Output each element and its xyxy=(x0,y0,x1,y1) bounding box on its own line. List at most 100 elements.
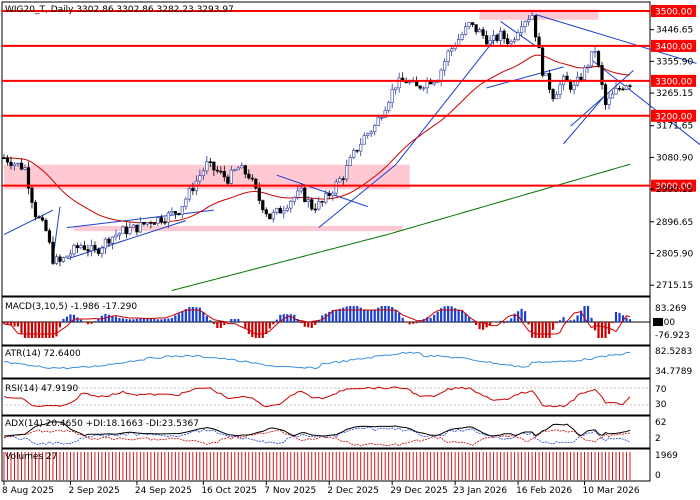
candle-body xyxy=(187,188,191,200)
candle-body xyxy=(390,89,394,103)
candle-body xyxy=(173,211,177,214)
candle-body xyxy=(201,170,205,176)
candle-body xyxy=(233,169,237,172)
candle-body xyxy=(488,40,492,45)
candle-body xyxy=(9,161,13,166)
level-label: 3300.00 xyxy=(655,77,692,87)
candle-body xyxy=(68,253,73,257)
candle-body xyxy=(100,247,104,254)
adx-axis-bottom: 2 xyxy=(655,434,661,444)
macd-bar xyxy=(496,321,499,322)
macd-bar xyxy=(579,310,583,322)
macd-bar xyxy=(342,307,345,322)
macd-bar xyxy=(237,319,240,322)
trendline xyxy=(3,209,54,236)
macd-bar xyxy=(153,318,156,322)
macd-bar xyxy=(335,310,338,322)
macd-bar xyxy=(513,313,516,322)
candle-body xyxy=(352,149,356,158)
candle-body xyxy=(512,39,517,42)
trendline xyxy=(66,220,187,260)
adx-label: ADX(14) 20.4650 +DI:18.1663 -DI:23.5367 xyxy=(5,419,199,429)
macd-bar xyxy=(338,308,341,322)
candle-body xyxy=(341,178,345,181)
macd-bar xyxy=(401,317,404,322)
macd-bar xyxy=(226,322,229,323)
date-label: 24 Sep 2025 xyxy=(135,486,192,496)
macd-axis-zero: 0.00 xyxy=(655,318,675,328)
candle-body xyxy=(432,81,436,85)
candle-body xyxy=(289,200,293,209)
macd-bar xyxy=(530,322,534,338)
candle-body xyxy=(582,66,587,80)
macd-bar xyxy=(240,322,243,323)
candle-body xyxy=(397,77,401,89)
macd-bar xyxy=(482,322,485,330)
adx-pane xyxy=(3,421,631,447)
candle-body xyxy=(373,125,377,133)
candle-body xyxy=(275,207,279,213)
candle-body xyxy=(450,48,454,52)
candle-body xyxy=(61,257,66,262)
level-tag xyxy=(651,74,696,87)
candle-body xyxy=(226,176,230,184)
level-tag xyxy=(651,109,696,122)
volume-pane-frame xyxy=(1,448,651,482)
macd-bar xyxy=(86,322,90,325)
candle-body xyxy=(509,41,513,44)
candle-body xyxy=(110,236,115,244)
trendline xyxy=(563,94,606,145)
macd-bar xyxy=(349,306,352,322)
macd-bar xyxy=(121,318,125,322)
candle-body xyxy=(264,209,268,215)
macd-bar xyxy=(16,322,20,327)
candle-body xyxy=(145,222,149,225)
macd-bar xyxy=(198,307,201,322)
macd-bar xyxy=(464,313,467,322)
candle-body xyxy=(229,169,233,184)
price-tick-label: 3355.90 xyxy=(656,57,693,67)
candle-body xyxy=(212,161,216,171)
candle-body xyxy=(617,88,622,90)
candle-body xyxy=(208,161,212,164)
candle-body xyxy=(394,87,398,90)
macd-bar xyxy=(244,322,247,328)
candle-body xyxy=(310,199,314,210)
candle-body xyxy=(607,97,611,105)
level-label: 3000.00 xyxy=(655,182,692,192)
macd-bar xyxy=(572,319,576,322)
macd-bar xyxy=(30,322,34,338)
candle-body xyxy=(222,171,226,178)
candle-body xyxy=(331,192,335,196)
candle-body xyxy=(593,51,597,53)
macd-bar xyxy=(426,317,429,322)
support-resistance-lines[interactable] xyxy=(2,9,650,187)
trendline xyxy=(486,66,564,89)
trendline xyxy=(591,59,700,146)
candle-body xyxy=(170,211,174,214)
candle-body xyxy=(460,34,464,40)
macd-bar xyxy=(97,318,100,322)
candle-body xyxy=(184,198,188,207)
macd-bar xyxy=(303,322,306,327)
macd-bar xyxy=(600,322,604,338)
level-label: 3400.00 xyxy=(655,42,692,52)
candle-body xyxy=(519,26,524,34)
chart-title: WIG20_T, Daily 3302.86 3302.86 3282.23 3… xyxy=(5,5,234,15)
macd-bar xyxy=(604,322,607,338)
macd-bar xyxy=(611,322,614,323)
macd-bar xyxy=(20,322,23,334)
macd-bar xyxy=(450,306,453,322)
candle-body xyxy=(443,61,447,71)
candle-body xyxy=(152,223,156,225)
candle-body xyxy=(271,211,275,220)
macd-bar xyxy=(555,322,558,324)
macd-bar xyxy=(107,314,111,322)
level-label: 3200.00 xyxy=(655,112,692,122)
candle-body xyxy=(495,34,499,41)
macd-bar xyxy=(499,320,502,322)
candle-body xyxy=(471,22,475,25)
macd-bar xyxy=(569,320,572,322)
